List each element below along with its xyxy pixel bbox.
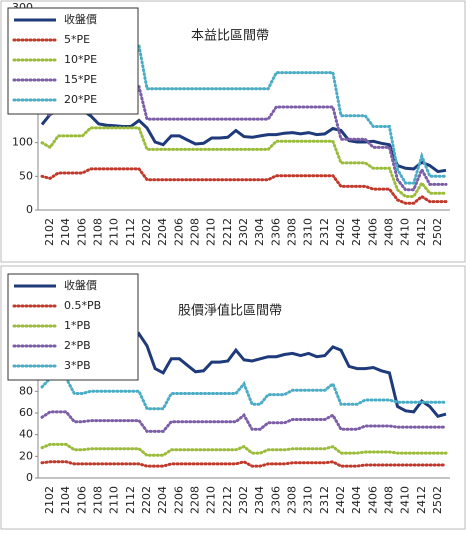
- x-tick-label: 2210: [205, 486, 218, 514]
- legend-label: 0.5*PB: [64, 299, 101, 312]
- y-tick-label: 40: [19, 428, 33, 441]
- x-tick-label: 2412: [415, 486, 428, 514]
- chart-title: 股價淨值比區間帶: [178, 303, 282, 319]
- x-tick-label: 2502: [431, 218, 444, 246]
- y-tick-label: 50: [19, 169, 33, 182]
- legend-label: 10*PE: [64, 53, 97, 66]
- x-tick-label: 2402: [334, 486, 347, 514]
- x-tick-label: 2406: [366, 218, 379, 246]
- x-tick-label: 2304: [253, 218, 266, 246]
- series-line: [40, 103, 447, 174]
- series-line: [40, 410, 448, 433]
- x-tick-label: 2302: [237, 486, 250, 514]
- y-tick-label: 80: [19, 384, 33, 397]
- x-tick-label: 2402: [334, 218, 347, 246]
- legend-label: 20*PE: [64, 93, 97, 106]
- x-tick-label: 2204: [156, 486, 169, 514]
- x-tick-label: 2306: [269, 218, 282, 246]
- y-tick-label: 100: [12, 136, 33, 149]
- x-tick-label: 2408: [382, 486, 395, 514]
- x-tick-label: 2404: [350, 218, 363, 246]
- x-tick-label: 2104: [59, 486, 72, 514]
- x-tick-label: 2304: [253, 486, 266, 514]
- x-tick-label: 2310: [302, 218, 315, 246]
- y-tick-label: 0: [26, 471, 33, 484]
- series-line: [40, 460, 448, 468]
- series-line: [40, 442, 448, 457]
- x-tick-label: 2106: [75, 218, 88, 246]
- x-tick-label: 2206: [172, 218, 185, 246]
- x-tick-label: 2208: [189, 218, 202, 246]
- x-tick-label: 2306: [269, 486, 282, 514]
- x-tick-label: 2312: [318, 218, 331, 246]
- x-tick-label: 2410: [399, 486, 412, 514]
- x-tick-label: 2410: [399, 218, 412, 246]
- x-tick-label: 2212: [221, 486, 234, 514]
- x-tick-label: 2112: [124, 218, 137, 246]
- x-tick-label: 2412: [415, 218, 428, 246]
- series-line: [40, 376, 448, 411]
- x-tick-label: 2104: [59, 218, 72, 246]
- x-tick-label: 2102: [43, 218, 56, 246]
- y-tick-label: 60: [19, 406, 33, 419]
- legend-label: 收盤價: [64, 278, 97, 292]
- x-tick-label: 2202: [140, 218, 153, 246]
- x-tick-label: 2108: [92, 486, 105, 514]
- x-tick-label: 2308: [285, 218, 298, 246]
- x-tick-label: 2302: [237, 218, 250, 246]
- legend-label: 1*PB: [64, 319, 91, 332]
- chart-title: 本益比區間帶: [191, 29, 269, 44]
- x-tick-label: 2404: [350, 486, 363, 514]
- legend-label: 2*PB: [64, 339, 91, 352]
- x-tick-label: 2108: [92, 218, 105, 246]
- y-tick-label: 20: [19, 449, 33, 462]
- x-tick-label: 2204: [156, 218, 169, 246]
- series-line: [40, 126, 448, 198]
- x-tick-label: 2208: [189, 486, 202, 514]
- y-tick-label: 0: [26, 203, 33, 216]
- x-tick-label: 2206: [172, 486, 185, 514]
- x-tick-label: 2110: [108, 486, 121, 514]
- x-tick-label: 2106: [75, 486, 88, 514]
- x-tick-label: 2502: [431, 486, 444, 514]
- series-line: [40, 167, 448, 205]
- x-tick-label: 2308: [285, 486, 298, 514]
- legend-label: 5*PE: [64, 33, 90, 46]
- legend-label: 3*PB: [64, 359, 91, 372]
- x-tick-label: 2102: [43, 486, 56, 514]
- x-tick-label: 2212: [221, 218, 234, 246]
- legend-label: 15*PE: [64, 73, 97, 86]
- x-tick-label: 2312: [318, 486, 331, 514]
- x-tick-label: 2408: [382, 218, 395, 246]
- legend-label: 收盤價: [64, 12, 97, 26]
- x-tick-label: 2202: [140, 486, 153, 514]
- x-tick-label: 2110: [108, 218, 121, 246]
- x-tick-label: 2112: [124, 486, 137, 514]
- x-tick-label: 2406: [366, 486, 379, 514]
- x-tick-label: 2310: [302, 486, 315, 514]
- x-tick-label: 2210: [205, 218, 218, 246]
